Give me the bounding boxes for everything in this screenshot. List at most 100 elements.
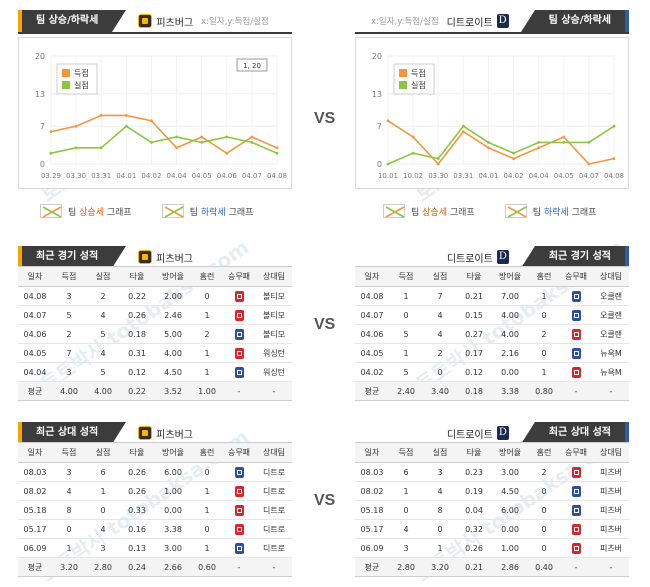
average-cell: - — [222, 557, 256, 577]
trend-left-title: 팀 상승/하락세 — [18, 10, 127, 32]
trend-down-button[interactable]: 팀 하락세 그래프 — [504, 204, 596, 218]
trend-up-button[interactable]: 팀 상승세 그래프 — [40, 204, 132, 218]
lose-badge-icon — [234, 466, 244, 478]
table-cell: 1 — [192, 481, 222, 501]
trend-left-svg: 0 7 13 20 03.29 03.30 03.31 04.01 04.02 04.04 04.0… — [35, 52, 287, 180]
column-header: 홈런 — [529, 442, 559, 463]
x-tick-label: 04.07 — [242, 172, 262, 180]
x-tick-label: 04.08 — [267, 172, 287, 180]
table-cell: 6 — [86, 462, 120, 482]
x-tick-label: 04.04 — [167, 172, 188, 180]
data-point — [537, 146, 541, 150]
result-cell — [222, 481, 256, 501]
table-cell: 피츠버 — [593, 538, 629, 558]
table-cell: 08.03 — [18, 462, 52, 482]
table-cell: 1 — [389, 286, 423, 306]
table-cell: 0.00 — [491, 519, 529, 539]
table-cell: 피츠버 — [593, 500, 629, 520]
column-header: 일자 — [18, 266, 52, 287]
table-cell: 0 — [52, 519, 86, 539]
table-cell: 05.18 — [18, 500, 52, 520]
column-header: 홈런 — [192, 266, 222, 287]
average-cell: 0.21 — [457, 557, 491, 577]
legend-swatch — [62, 69, 70, 77]
table-cell: 2 — [52, 324, 86, 344]
h2h-left-header: 최근 상대 성적 피츠버그 — [18, 421, 292, 445]
vs-label-recent: VS — [314, 316, 336, 333]
table-cell: 워싱턴 — [256, 343, 292, 363]
win-badge-icon — [234, 523, 244, 535]
table-cell: 05.17 — [18, 519, 52, 539]
table-cell: 0 — [529, 343, 559, 363]
table-cell: 디트로 — [256, 519, 292, 539]
table-cell: 0.26 — [120, 305, 154, 325]
result-cell — [559, 362, 593, 382]
table-cell: 1.00 — [154, 481, 192, 501]
table-cell: 4 — [423, 324, 457, 344]
table-cell: 0.23 — [457, 462, 491, 482]
average-cell: 평균 — [18, 557, 52, 577]
average-cell: - — [559, 381, 593, 401]
trend-left-axis-hint: x:일자,y:득점/실점 — [201, 17, 269, 27]
trend-right-svg: 0 7 13 20 10.01 10.02 03.30 03.31 04.01 04.02 04.0… — [372, 52, 624, 180]
table-cell: 0 — [423, 362, 457, 382]
table-cell: 3.00 — [491, 462, 529, 482]
data-point — [612, 124, 616, 128]
data-point — [74, 124, 78, 128]
lose-badge-icon — [571, 309, 581, 321]
table-cell: 0.27 — [457, 324, 491, 344]
table-cell: 2.00 — [154, 286, 192, 306]
result-cell — [559, 343, 593, 363]
average-cell: 평균 — [355, 557, 389, 577]
column-header: 상대팀 — [593, 266, 629, 287]
win-badge-icon — [234, 347, 244, 359]
series-line-allowed — [50, 125, 278, 154]
average-cell: 평균 — [355, 381, 389, 401]
x-tick-label: 03.30 — [428, 172, 448, 180]
legend-swatch — [399, 69, 407, 77]
data-point — [386, 162, 390, 166]
data-point — [487, 146, 490, 150]
table-cell: 0.15 — [457, 305, 491, 325]
tooltip-box — [236, 58, 268, 72]
table-cell: 볼티모 — [256, 305, 292, 325]
data-point — [512, 151, 515, 155]
table-cell: 4 — [52, 481, 86, 501]
table-cell: 5 — [52, 305, 86, 325]
result-cell — [222, 324, 256, 344]
column-header: 실점 — [423, 442, 457, 463]
table-row: 06.09 1 3 0.13 3.00 1 디트로 — [18, 538, 292, 558]
table-cell: 뉴욕M — [593, 362, 629, 382]
trend-down-button[interactable]: 팀 하락세 그래프 — [161, 204, 253, 218]
table-cell: 0 — [389, 305, 423, 325]
table-cell: 1 — [389, 481, 423, 501]
lose-badge-icon — [571, 485, 581, 497]
average-row: 평균 2.40 3.40 0.18 3.38 0.80- - — [355, 381, 629, 401]
recent-right-header: 디트로이트 D 최근 경기 성적 — [355, 245, 629, 269]
table-cell: 0.22 — [120, 286, 154, 306]
data-point — [587, 141, 591, 144]
legend-swatch — [399, 81, 407, 89]
table-cell: 0 — [529, 481, 559, 501]
average-cell: 3.20 — [423, 557, 457, 577]
average-cell: 0.40 — [529, 557, 559, 577]
legend-label: 득점 — [74, 68, 89, 78]
table-row: 04.08 3 2 0.22 2.00 0 볼티모 — [18, 286, 292, 306]
table-cell: 5 — [389, 362, 423, 382]
table-header-row: 일자 득점 실점 타율 방어율 홈런 승무패 상대팀 — [18, 442, 292, 463]
table-cell: 피츠버 — [593, 462, 629, 482]
table-cell: 1 — [86, 481, 120, 501]
lose-badge-icon — [571, 504, 581, 516]
win-badge-icon — [234, 504, 244, 516]
x-tick-label: 03.30 — [66, 172, 86, 180]
recent-right-team: 디트로이트 D — [446, 250, 509, 265]
table-cell: 피츠버 — [593, 481, 629, 501]
average-cell: 4.00 — [52, 381, 86, 401]
trend-up-button[interactable]: 팀 상승세 그래프 — [383, 204, 475, 218]
table-cell: 5 — [389, 324, 423, 344]
h2h-left-table: 일자 득점 실점 타율 방어율 홈런 승무패 상대팀 08.03 3 6 0.26 6.00 0 디트로 08… — [18, 442, 292, 577]
table-header-row: 일자 득점 실점 타율 방어율 홈런 승무패 상대팀 — [355, 442, 629, 463]
data-point — [74, 146, 78, 150]
average-cell: - — [593, 381, 629, 401]
table-cell: 0 — [529, 305, 559, 325]
